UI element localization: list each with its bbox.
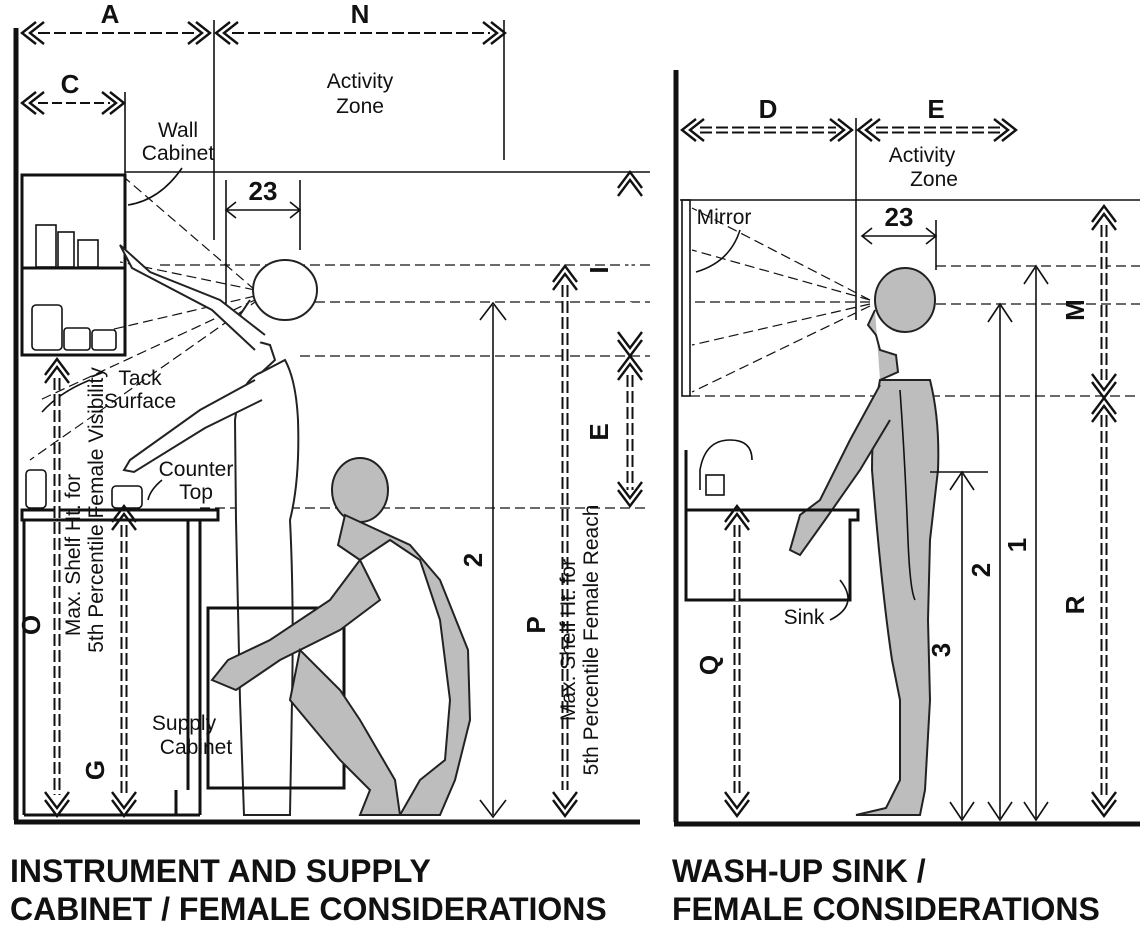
supply-cabinet-line1: Supply [152,712,217,735]
caption-right-line1: WASH-UP SINK / [672,853,926,889]
reach-note-line2: 5th Percentile Female Reach [580,505,603,776]
left-panel: A N C Activity Zone Wall Cabinet [10,0,650,927]
label-p: P [521,616,551,633]
activity-zone-left-line1: Activity [327,70,394,93]
mirror [681,199,691,397]
label-23-left: 23 [249,176,278,206]
standing-figure-right [788,267,940,816]
dimension-1: 1 [1002,264,1049,822]
label-r: R [1060,595,1090,614]
dimension-c: C [20,69,126,116]
label-1: 1 [1002,538,1032,552]
standing-figure-left [119,244,318,816]
wall-cabinet [20,173,127,357]
dimension-q: Q [694,504,750,818]
dimension-d: D [680,94,854,143]
label-3: 3 [926,643,956,657]
dimension-23-left: 23 [224,176,302,320]
caption-right-line2: FEMALE CONSIDERATIONS [672,891,1100,927]
dimension-e-top: E [856,94,1018,143]
wall-cabinet-line1: Wall [158,119,198,142]
label-e-top: E [927,94,944,124]
label-a: A [101,0,120,29]
label-d: D [759,94,778,124]
caption-left-line1: INSTRUMENT AND SUPPLY [10,853,431,889]
sink-label: Sink [784,606,825,629]
sink [684,439,860,602]
label-e-vertical: E [584,423,614,440]
dimension-23-right: 23 [860,202,938,270]
dimension-3: 3 [926,470,988,822]
label-o: O [16,615,46,635]
dimension-r: R [1060,396,1117,818]
dimension-p: P [521,264,578,818]
label-i: I [584,266,614,273]
reach-note-line1: Max. Shelf Ht. for [557,559,580,721]
tack-surface-line1: Tack [118,367,162,390]
label-q: Q [694,655,724,675]
supply-cabinet-line2: Cabinet [160,736,233,759]
wall-cabinet-line2: Cabinet [142,142,215,165]
counter-top-line2: Top [179,481,213,504]
label-g: G [80,760,110,780]
label-c: C [61,69,80,99]
visibility-note-line1: Max. Shelf Ht. for [62,474,85,636]
activity-zone-left-line2: Zone [336,95,384,118]
label-23-right: 23 [885,202,914,232]
label-2-left: 2 [458,553,488,567]
label-2-right: 2 [966,563,996,577]
visibility-note-line2: 5th Percentile Female Visibility [85,367,108,653]
crouching-figure-left [210,457,472,816]
label-n: N [351,0,370,29]
dimension-2-right: 2 [966,302,1013,822]
label-m: M [1060,299,1090,321]
dimension-a: A [20,0,212,46]
activity-zone-right-line2: Zone [910,168,958,191]
dimension-n: N [214,0,507,46]
mirror-label: Mirror [697,206,752,229]
right-panel: D E Activity Zone Mirror 23 [672,70,1140,927]
dimension-g: G [80,504,137,818]
sight-lines-left [29,177,650,509]
dimension-i: I [584,170,643,358]
tack-surface-line2: Surface [104,390,176,413]
caption-left-line2: CABINET / FEMALE CONSIDERATIONS [10,891,607,927]
counter-top-line1: Counter [159,458,234,481]
dimension-o: O [16,357,70,818]
dimension-m: M [1060,204,1117,400]
activity-zone-right-line1: Activity [889,144,956,167]
dimension-2-left: 2 [458,301,507,819]
dimension-e-vertical: E [584,354,643,508]
